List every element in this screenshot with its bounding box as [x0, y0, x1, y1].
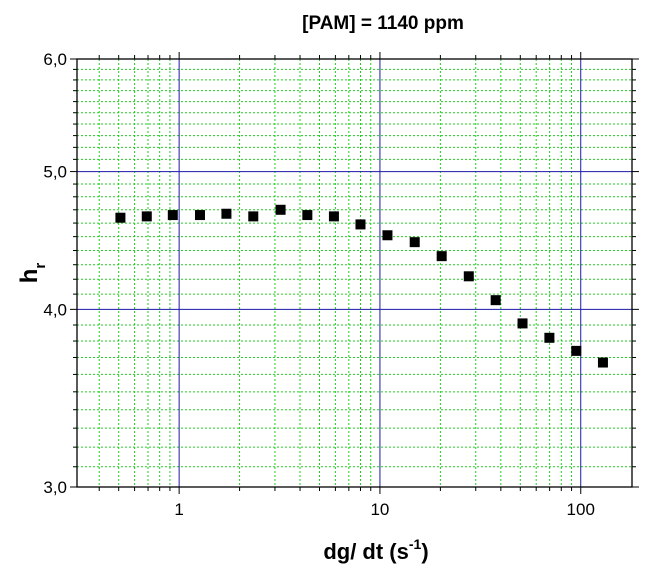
data-point	[115, 212, 126, 223]
x-tick-label: 10	[370, 500, 389, 519]
data-point	[544, 332, 555, 343]
data-point	[436, 251, 447, 262]
y-tick-label: 4,0	[43, 300, 67, 319]
axis-ticks: 3,0 4,0 5,0 6,0 1 10 100	[43, 50, 639, 519]
data-point	[328, 211, 339, 222]
data-points	[115, 204, 608, 368]
data-point	[409, 237, 420, 248]
y-axis-label-main: h	[16, 269, 43, 284]
minor-grid	[77, 59, 632, 487]
y-tick-label: 6,0	[43, 50, 67, 69]
data-point	[141, 211, 152, 222]
y-tick-label: 5,0	[43, 163, 67, 182]
x-axis-label-sup: -1	[409, 536, 422, 552]
data-point	[248, 211, 259, 222]
data-point	[221, 208, 232, 219]
data-point	[275, 204, 286, 215]
data-point	[194, 210, 205, 221]
data-point	[490, 295, 501, 306]
data-point	[463, 271, 474, 282]
x-axis-label-tail: )	[421, 539, 428, 564]
chart-title: [PAM] = 1140 ppm	[302, 13, 464, 34]
data-point	[517, 318, 528, 329]
y-tick-label: 3,0	[43, 478, 67, 497]
plot-frame	[76, 58, 633, 488]
data-point	[355, 219, 366, 230]
y-axis-label-sub: r	[32, 263, 49, 269]
data-point	[382, 230, 393, 241]
x-axis-label: dg/ dt (s-1)	[323, 536, 428, 564]
data-point	[302, 210, 313, 221]
major-grid	[77, 59, 632, 487]
data-point	[571, 345, 582, 356]
x-tick-label: 100	[567, 500, 595, 519]
x-tick-label: 1	[174, 500, 183, 519]
data-point	[167, 210, 178, 221]
y-axis-label: hr	[16, 263, 49, 284]
data-point	[597, 357, 608, 368]
x-axis-label-main: dg/ dt (s	[323, 539, 409, 564]
